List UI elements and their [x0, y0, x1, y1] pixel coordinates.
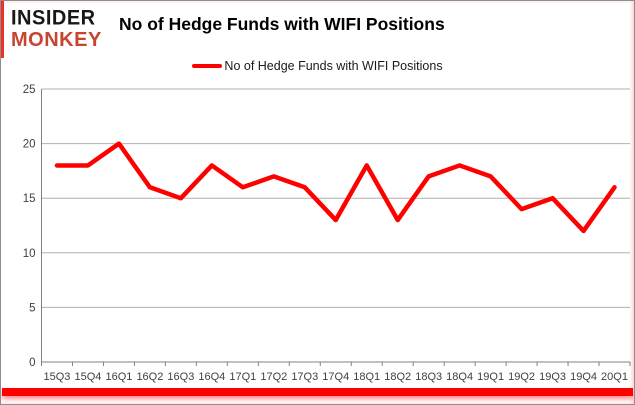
x-tick-label: 18Q1: [353, 371, 380, 383]
legend: No of Hedge Funds with WIFI Positions: [1, 59, 634, 73]
x-tick-label: 19Q1: [477, 371, 504, 383]
y-tick-label: 10: [23, 248, 36, 260]
x-tick-label: 18Q4: [446, 371, 473, 383]
logo-word-monkey: MONKEY: [11, 29, 102, 51]
x-tick-label: 19Q3: [539, 371, 566, 383]
legend-label: No of Hedge Funds with WIFI Positions: [224, 59, 443, 73]
y-tick-label: 15: [23, 193, 36, 205]
left-red-accent: [1, 1, 4, 58]
logo-word-insider: INSIDER: [11, 6, 96, 30]
x-tick-label: 16Q4: [198, 371, 225, 383]
x-tick-label: 19Q2: [508, 371, 535, 383]
x-tick-label: 15Q4: [74, 371, 101, 383]
x-tick-label: 18Q2: [384, 371, 411, 383]
y-tick-label: 0: [29, 357, 35, 369]
x-tick-label: 17Q3: [291, 371, 318, 383]
x-tick-label: 20Q1: [601, 371, 628, 383]
x-tick-label: 16Q3: [167, 371, 194, 383]
x-tick-label: 17Q2: [260, 371, 287, 383]
x-tick-label: 17Q4: [322, 371, 349, 383]
x-tick-label: 16Q1: [105, 371, 132, 383]
x-tick-label: 16Q2: [136, 371, 163, 383]
y-tick-label: 20: [23, 139, 36, 151]
legend-line-swatch: [192, 64, 223, 68]
y-tick-label: 5: [29, 302, 35, 314]
y-tick-label: 25: [23, 84, 36, 96]
x-tick-label: 18Q3: [415, 371, 442, 383]
bottom-red-bar: [2, 388, 633, 396]
x-tick-label: 17Q1: [229, 371, 256, 383]
insider-monkey-logo: INSIDER MONKEY: [11, 6, 102, 51]
chart-title: No of Hedge Funds with WIFI Positions: [119, 14, 445, 34]
data-line-series: [54, 141, 617, 234]
x-tick-label: 19Q4: [570, 371, 597, 383]
x-tick-label: 15Q3: [44, 371, 71, 383]
